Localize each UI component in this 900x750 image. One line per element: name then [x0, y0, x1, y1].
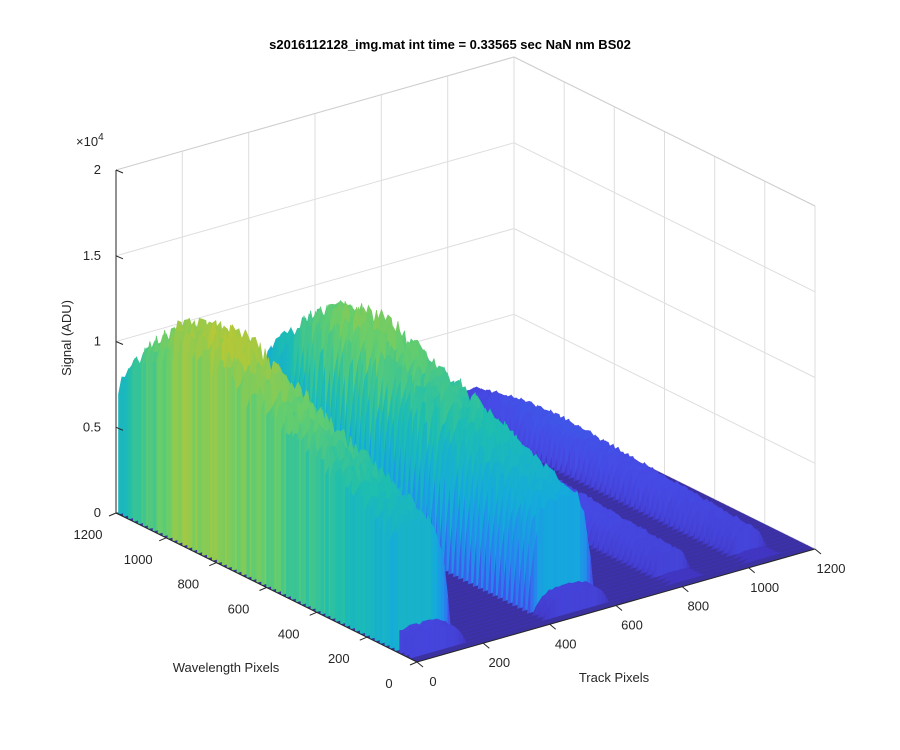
- grid-line: [115, 228, 515, 342]
- grid-line: [115, 142, 515, 257]
- surface-strip: [320, 458, 325, 615]
- surface-layer: [116, 299, 815, 662]
- surface-strip: [290, 433, 295, 601]
- surface-strip: [187, 336, 192, 549]
- grid-line: [513, 228, 816, 378]
- surface-strip: [202, 350, 206, 557]
- surface-strip: [157, 343, 162, 535]
- surface-strip: [118, 376, 123, 515]
- surface-strip: [271, 411, 276, 591]
- surface-strip: [137, 362, 142, 525]
- surface-strip: [276, 405, 281, 593]
- surface-strip: [167, 344, 172, 540]
- surface-strip: [207, 354, 211, 559]
- surface-strip: [152, 359, 157, 532]
- grid-line: [513, 142, 816, 293]
- surface-strip: [123, 376, 128, 518]
- grid-line: [513, 313, 816, 464]
- surface-strip: [241, 372, 246, 576]
- surface-strip: [177, 340, 182, 544]
- surface-strip: [162, 352, 167, 537]
- surface-strip: [197, 355, 202, 554]
- surface-strip: [251, 393, 256, 581]
- surface-strip: [221, 365, 226, 566]
- surface-strip: [305, 448, 310, 608]
- surface-strip: [216, 359, 221, 564]
- surface-strip: [280, 421, 285, 596]
- surface-strip: [261, 398, 266, 586]
- surface-strip: [192, 351, 197, 552]
- surface-strip: [300, 435, 305, 605]
- surface-strip: [285, 432, 290, 598]
- box-edge: [115, 56, 515, 171]
- surface-strip: [231, 375, 236, 571]
- surface-strip: [310, 440, 315, 610]
- surface-strip: [226, 367, 231, 569]
- surface-strip: [182, 329, 187, 547]
- surface-strip: [236, 383, 241, 574]
- surface-strip: [133, 357, 137, 523]
- surface-strip: [128, 364, 132, 520]
- surface-strip: [172, 331, 177, 542]
- surface-strip: [211, 350, 216, 561]
- surface-strip: [142, 358, 147, 527]
- surface-strip: [246, 397, 251, 579]
- box-edge: [513, 56, 816, 207]
- surface-strip: [266, 409, 271, 588]
- surface-strip: [147, 349, 152, 530]
- surface-strip: [315, 449, 320, 613]
- surface-strip: [256, 386, 261, 583]
- surface-strip: [295, 436, 300, 603]
